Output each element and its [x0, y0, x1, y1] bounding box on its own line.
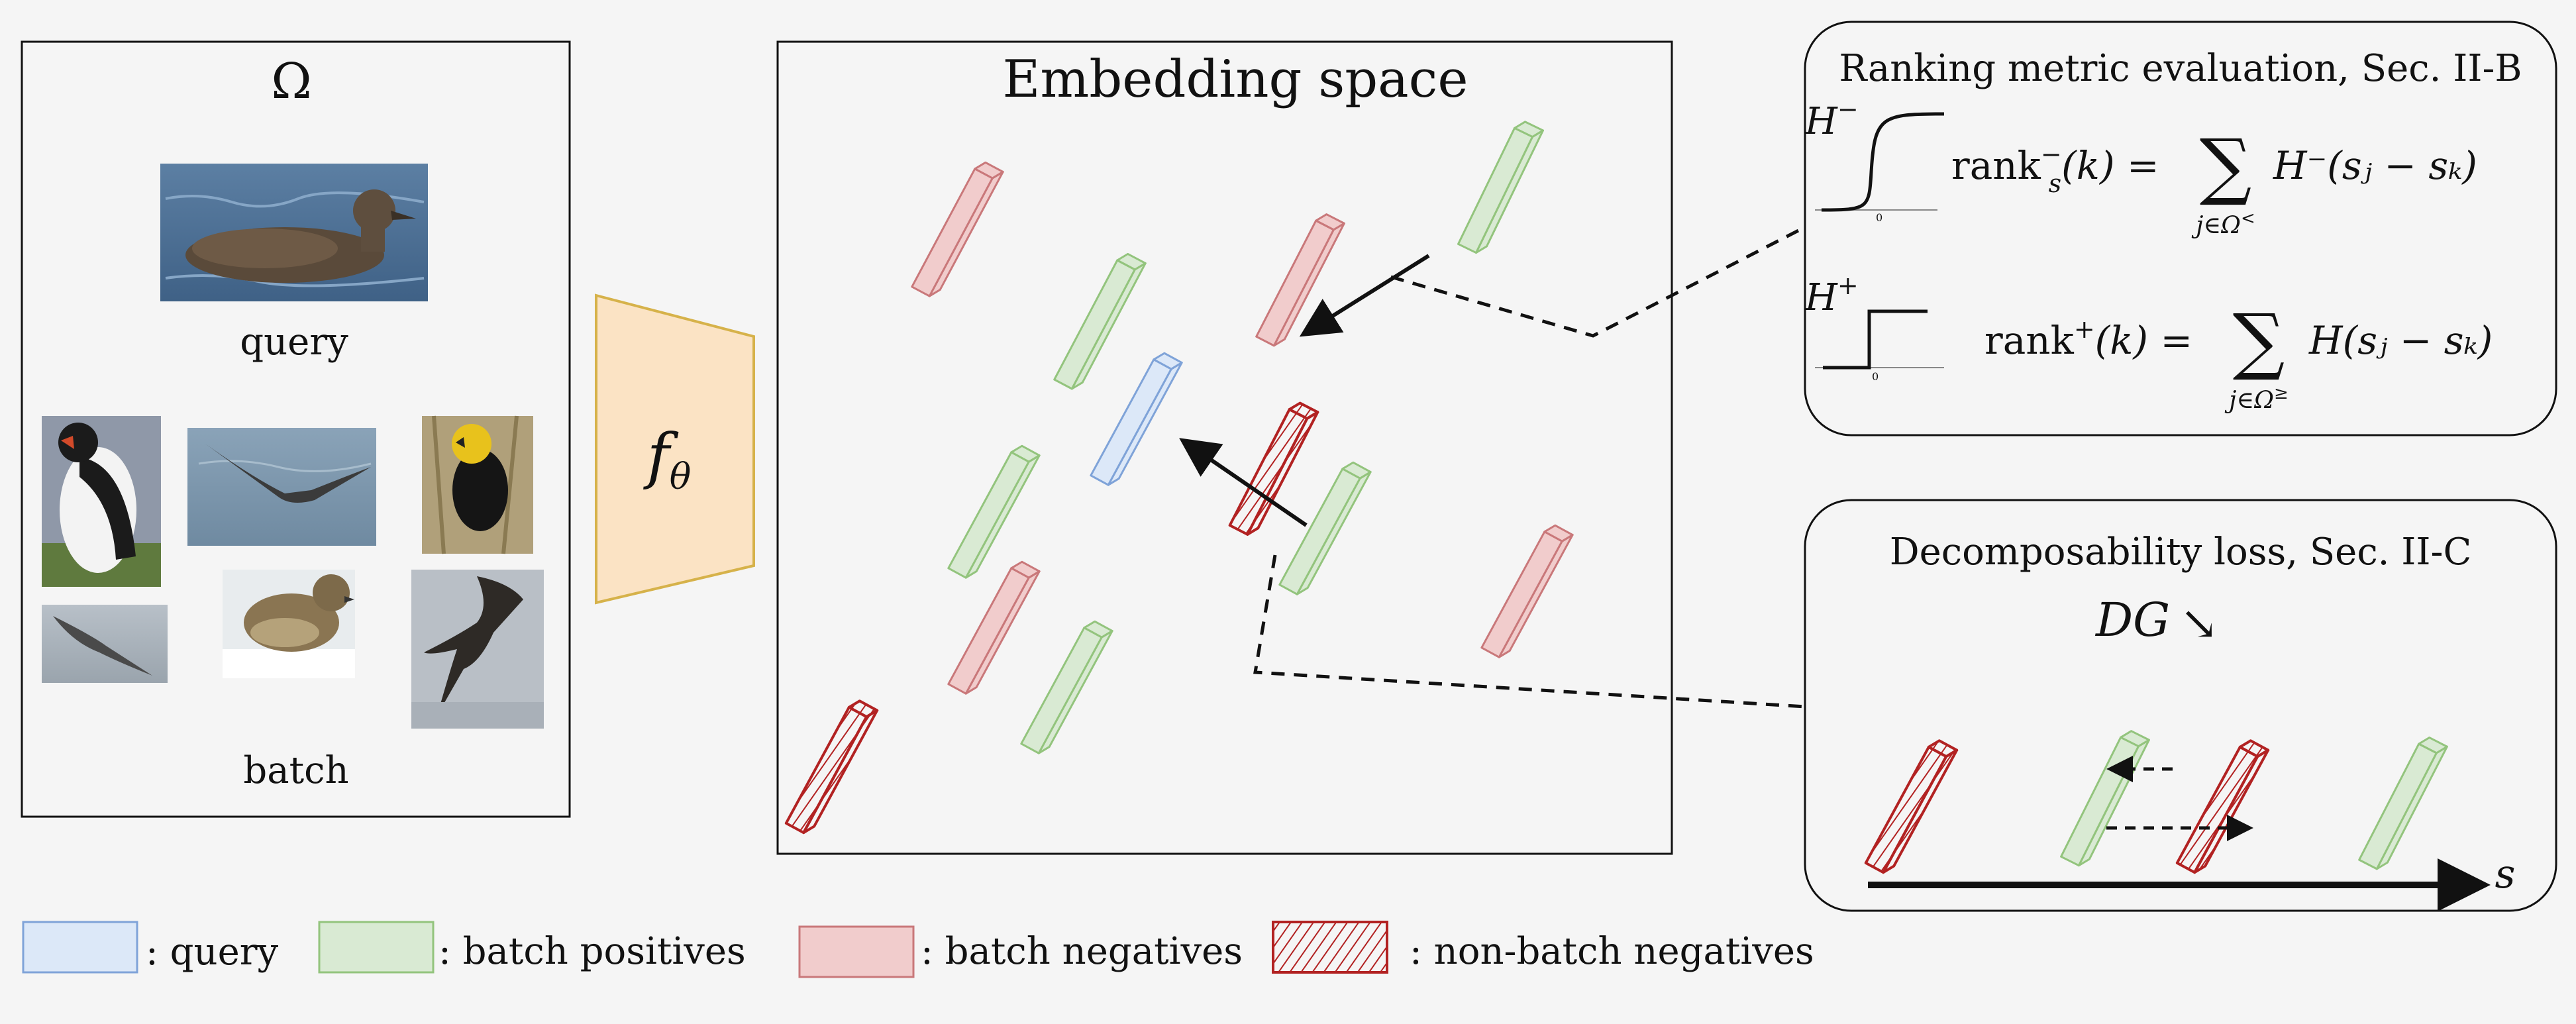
- legend-nonbatch-label: : non-batch negatives: [1410, 930, 1814, 973]
- decomp-bar-nonbatch-1: [1864, 739, 1959, 874]
- omega-title: Ω: [271, 53, 311, 110]
- omega-panel-border: [21, 40, 571, 818]
- bar-positive-1: [1053, 252, 1147, 390]
- eq1-sigma: ∑: [2200, 123, 2252, 208]
- bar-positive-2: [1457, 121, 1544, 254]
- batch-label: batch: [243, 749, 348, 792]
- omega-panel: Ω query: [21, 40, 571, 818]
- dg-label: DG: [2094, 593, 2170, 647]
- s-axis-label: s: [2495, 851, 2516, 897]
- rank-plus-equation: rank+(k) = ∑ j∈Ω≥ H(sⱼ − sₖ): [1984, 298, 2493, 414]
- decomp-bar-nonbatch-2: [2175, 739, 2270, 874]
- bird-photo-blackbird-yellow-head: [422, 415, 533, 554]
- legend: : query : batch positives : batch negati…: [22, 921, 1814, 978]
- hminus-label: H−: [1804, 95, 1859, 143]
- bar-negative-3: [947, 560, 1041, 695]
- bar-nonbatch-1: [1228, 401, 1319, 536]
- step-tick-zero: 0: [1872, 370, 1879, 383]
- bar-positive-4: [1278, 461, 1372, 595]
- ranking-panel: Ranking metric evaluation, Sec. II-B H− …: [1804, 21, 2557, 436]
- embedding-title: Embedding space: [1002, 50, 1468, 109]
- eq2-rhs: H(sⱼ − sₖ): [2308, 318, 2493, 363]
- legend-swatch-query: [22, 921, 138, 974]
- bar-negative-2: [1255, 213, 1345, 347]
- bird-photo-flying-small: [42, 605, 168, 683]
- eq1-rhs: H⁻(sⱼ − sₖ): [2273, 143, 2477, 188]
- positive-pull-arrow: [1299, 254, 1430, 337]
- embedding-panel: Embedding space: [776, 40, 1673, 855]
- encoder-trapezoid: [595, 293, 755, 605]
- eq2-lhs: rank+(k) =: [1984, 315, 2192, 363]
- encoder-block: fθ: [595, 293, 755, 605]
- legend-swatch-positive: [318, 921, 435, 974]
- bar-negative-1: [911, 161, 1004, 297]
- eq2-sum-sub: j∈Ω≥: [2224, 384, 2288, 414]
- bird-photo-albatross-swimming: [160, 164, 428, 301]
- bar-positive-5: [1020, 620, 1113, 754]
- decomp-bar-positive-2: [2358, 737, 2448, 870]
- bar-positive-3: [947, 444, 1041, 579]
- legend-positive-label: : batch positives: [438, 930, 746, 973]
- bar-negative-4: [1480, 524, 1574, 658]
- bar-query: [1090, 352, 1183, 486]
- eq1-sum-sub: j∈Ω<: [2191, 209, 2255, 239]
- decomp-title: Decomposability loss, Sec. II-C: [1890, 531, 2472, 574]
- decomp-panel: Decomposability loss, Sec. II-C DG ↘ s: [1804, 499, 2557, 912]
- decomp-panel-border: [1804, 499, 2557, 912]
- ranking-panel-border: [1804, 21, 2557, 436]
- legend-swatch-nonbatch: [1272, 921, 1388, 974]
- rank-minus-equation: rank− s(k) = ∑ j∈Ω< H⁻(sⱼ − sₖ): [1951, 123, 2477, 239]
- bar-nonbatch-2: [784, 699, 879, 835]
- bird-photo-puffin: [42, 416, 161, 587]
- hplus-label: H+: [1804, 271, 1859, 319]
- legend-query-label: : query: [146, 931, 278, 974]
- ranking-title: Ranking metric evaluation, Sec. II-B: [1839, 47, 2522, 90]
- bird-photo-seabird-flying: [187, 428, 376, 546]
- sigmoid-tick-zero: 0: [1876, 211, 1882, 224]
- legend-swatch-negative: [798, 925, 915, 978]
- query-label: query: [240, 321, 348, 364]
- decomp-connector: [1253, 554, 1806, 709]
- eq1-lhs: rank− s(k) =: [1951, 140, 2159, 198]
- ranking-connector: [1390, 225, 1806, 338]
- eq2-sigma: ∑: [2233, 298, 2285, 383]
- step-plot: H+ 0: [1804, 271, 1944, 383]
- sigmoid-plot: H− 0: [1804, 95, 1945, 224]
- bird-photo-albatross-flying: [411, 570, 544, 729]
- legend-negative-label: : batch negatives: [921, 930, 1243, 973]
- query-pull-arrow: [1179, 438, 1308, 527]
- bird-photo-sparrow: [223, 570, 355, 678]
- dg-arrow-icon: ↘: [2180, 596, 2219, 650]
- embedding-panel-border: [776, 40, 1673, 855]
- decomp-bar-positive-1: [2060, 730, 2150, 867]
